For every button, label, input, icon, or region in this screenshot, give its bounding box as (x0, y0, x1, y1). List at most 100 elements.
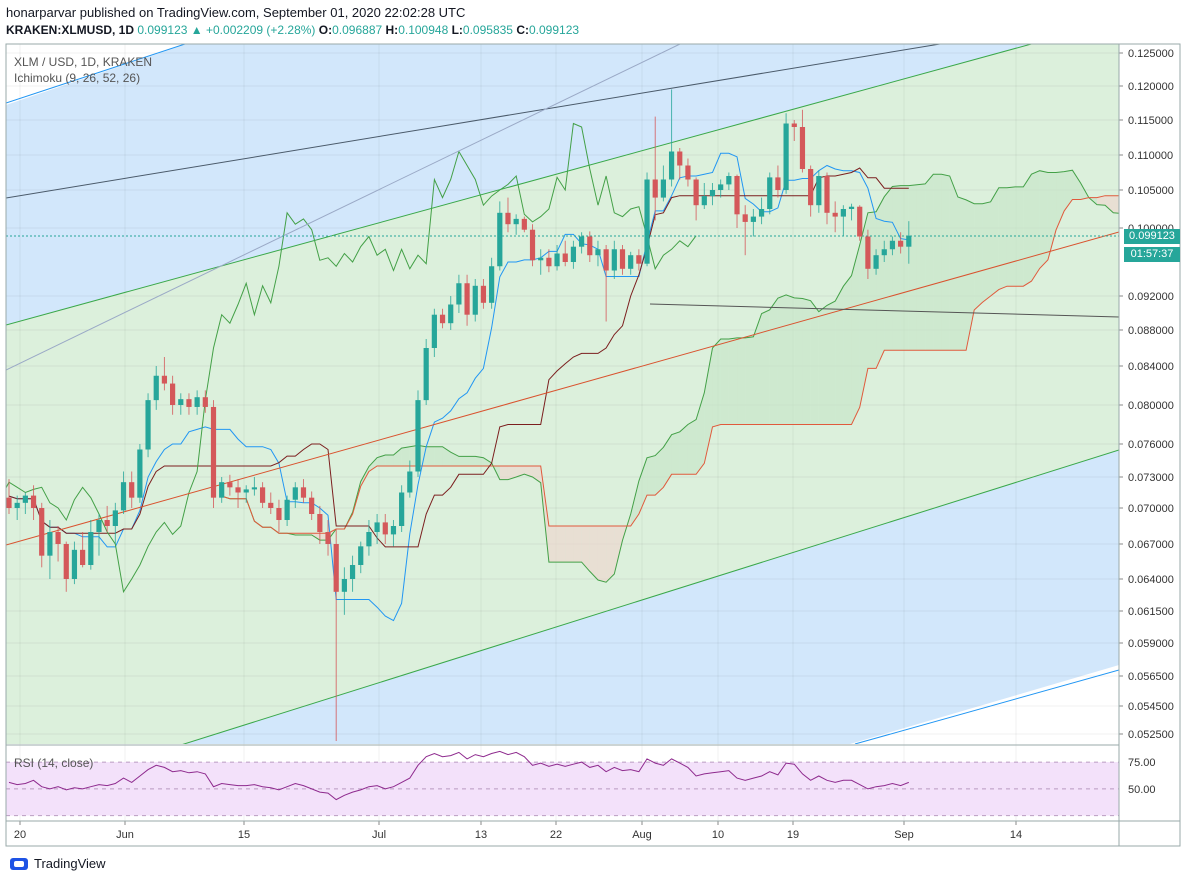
candle-body (570, 246, 577, 262)
y-tick-label: 0.092000 (1128, 291, 1174, 303)
cloud-segment (483, 457, 492, 466)
candle-body (709, 190, 716, 197)
cloud-segment (606, 526, 615, 583)
tenkan-line (8, 152, 909, 622)
candle-body (562, 253, 568, 262)
x-tick-label: Sep (894, 829, 914, 841)
cloud-segment (745, 336, 754, 425)
open-label: O: (318, 23, 333, 37)
candle-body (227, 482, 233, 488)
candle-body (603, 249, 609, 271)
rsi-line (8, 750, 909, 801)
candle-body (194, 397, 200, 407)
y-tick-label: 0.056500 (1128, 671, 1174, 683)
candle-body (742, 214, 748, 222)
cloud-segment (908, 184, 917, 351)
x-tick-label: 20 (14, 829, 26, 841)
y-tick-label: 0.052500 (1128, 729, 1174, 741)
cloud-segment (557, 526, 566, 563)
cloud-segment (507, 466, 517, 480)
candle-body (848, 206, 855, 209)
low-value: 0.095835 (462, 23, 513, 37)
cloud-segment (1072, 170, 1081, 200)
candle-body (317, 514, 323, 532)
y-tick-label: 0.080000 (1128, 400, 1174, 412)
low-label: L: (451, 23, 463, 37)
cloud-segment (982, 201, 991, 303)
y-tick-label: 0.110000 (1128, 150, 1173, 162)
candle-body (644, 179, 650, 264)
cloud-segment (548, 526, 558, 563)
change-value: +0.002209 (+2.28%) (206, 23, 316, 37)
candle-body (259, 487, 266, 503)
tradingview-footer[interactable]: TradingView (10, 856, 106, 871)
candle-body (170, 383, 176, 405)
candle-body (840, 209, 846, 217)
candle-body (251, 487, 257, 490)
y-tick-label: 0.076000 (1128, 439, 1174, 451)
candle-body (161, 375, 168, 384)
candle-body (718, 184, 724, 190)
candle-body (464, 283, 470, 315)
cloud-segment (426, 446, 435, 466)
cloud-segment (589, 526, 598, 580)
cloud-segment (957, 197, 967, 351)
candle-body (284, 499, 290, 520)
candle-body (791, 123, 797, 127)
x-tick-label: 13 (475, 829, 487, 841)
cloud-segment (720, 339, 729, 425)
candle-body (292, 487, 298, 500)
candle-body (816, 176, 822, 206)
senkou-span-a (221, 169, 1119, 583)
kijun-line (8, 167, 909, 548)
cloud-segment (802, 298, 811, 425)
mid-trend-line (6, 231, 1119, 546)
fan-line (6, 44, 681, 371)
cloud-segment (1113, 195, 1119, 214)
chikou-line (6, 122, 697, 594)
candle-body (186, 399, 192, 407)
cloud-segment (581, 526, 590, 572)
candle-body (758, 209, 765, 217)
candle-body (145, 400, 151, 450)
y-tick-label: 0.064000 (1128, 574, 1174, 586)
candle-body (96, 520, 102, 532)
cloud-segment (679, 424, 688, 475)
outer-upper-line (6, 44, 186, 104)
candle-body (47, 532, 53, 556)
candle-body (865, 236, 871, 269)
cloud-segment (941, 174, 950, 351)
cloud-segment (1064, 170, 1073, 211)
cloud-segment (368, 457, 378, 472)
cloud-segment (835, 286, 844, 425)
cloud-segment (638, 457, 648, 514)
candle-body (325, 532, 331, 544)
cloud-segment (769, 298, 778, 425)
last-price: 0.099123 (137, 23, 188, 37)
candle-body (439, 314, 446, 324)
candle-body (701, 196, 707, 206)
cloud-segment (573, 526, 582, 563)
candle-body (399, 492, 405, 526)
main-channel-fill (6, 44, 1119, 744)
cloud-segment (933, 174, 942, 351)
candle-body (824, 176, 830, 213)
cloud-segment (753, 313, 762, 425)
open-value: 0.096887 (332, 23, 383, 37)
upper-left-white (6, 44, 186, 105)
candle-body (529, 229, 536, 261)
publish-line: honarparvar published on TradingView.com… (6, 5, 466, 20)
cloud-segment (360, 466, 369, 487)
cloud-segment (516, 466, 525, 477)
cloud-segment (524, 466, 533, 477)
candle-body (30, 495, 37, 508)
cloud-segment (712, 339, 721, 427)
candle-body (390, 526, 397, 535)
candle-body (619, 249, 626, 269)
cloud-segment (1006, 186, 1016, 287)
cloud-segment (990, 187, 999, 296)
candle-body (652, 179, 658, 198)
x-tick-label: Jul (372, 829, 386, 841)
candle-body (366, 532, 372, 547)
